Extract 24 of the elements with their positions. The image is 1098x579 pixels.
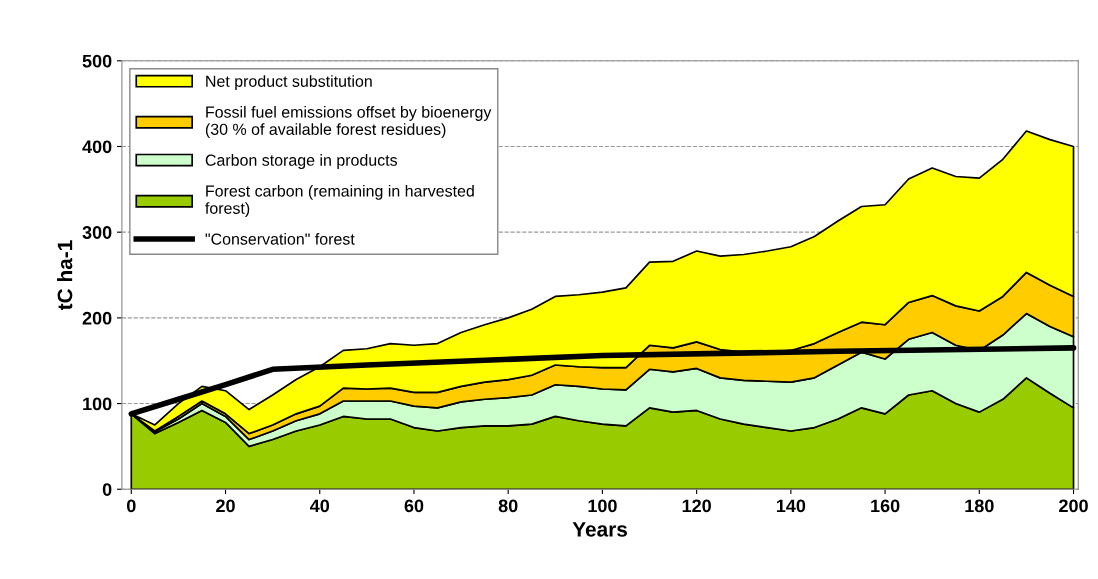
y-axis-title: tC ha-1 bbox=[57, 240, 73, 311]
y-tick-label: 400 bbox=[82, 140, 112, 154]
legend-label: Carbon storage in products bbox=[205, 154, 398, 169]
x-tick-label: 160 bbox=[871, 499, 900, 513]
y-tick-label: 200 bbox=[82, 311, 112, 325]
x-tick-label: 120 bbox=[682, 499, 711, 513]
x-tick-label: 200 bbox=[1059, 499, 1088, 513]
x-tick-label: 40 bbox=[309, 499, 330, 513]
legend-label: Fossil fuel emissions offset by bioenergy (30 % of available forest residues) bbox=[205, 106, 492, 139]
y-tick-label: 300 bbox=[82, 226, 112, 239]
x-tick-label: 0 bbox=[126, 499, 136, 513]
x-tick-label: 20 bbox=[216, 499, 235, 513]
legend-label: Net product substitution bbox=[206, 75, 372, 91]
legend-label: Forest carbon (remaining in harvested forest) bbox=[205, 184, 474, 218]
x-tick-label: 180 bbox=[965, 499, 994, 513]
y-tick-label: 100 bbox=[83, 397, 112, 411]
legend-label: "Conservation" forest bbox=[205, 233, 355, 245]
x-axis-title: Years bbox=[572, 522, 628, 537]
x-tick-label: 80 bbox=[498, 499, 518, 513]
y-tick-label: 500 bbox=[82, 54, 112, 68]
x-tick-label: 100 bbox=[588, 499, 617, 513]
y-tick-label: 0 bbox=[102, 483, 112, 496]
x-tick-label: 140 bbox=[776, 499, 806, 513]
x-tick-label: 60 bbox=[404, 499, 424, 513]
